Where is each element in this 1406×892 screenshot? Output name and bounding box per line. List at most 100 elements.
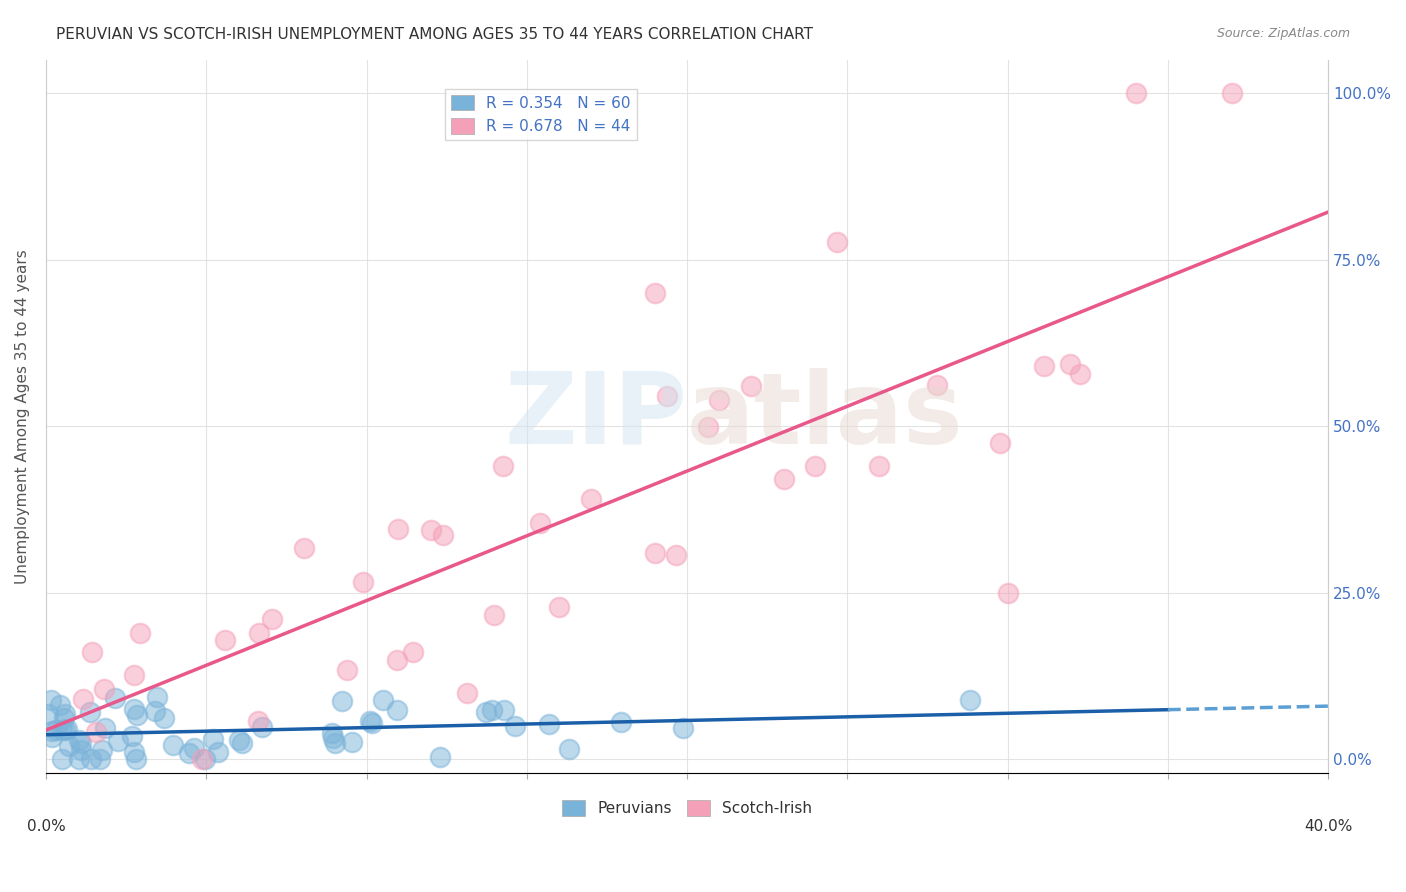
Point <box>37 706 59 721</box>
Point <box>39 693 62 707</box>
Point <box>529 516 551 531</box>
Point <box>385 653 408 667</box>
Point <box>697 420 720 434</box>
Point <box>80 752 103 766</box>
Text: Source: ZipAtlas.com: Source: ZipAtlas.com <box>1216 27 1350 40</box>
Point <box>70 742 93 756</box>
Point <box>214 633 236 648</box>
Point <box>740 379 762 393</box>
Point <box>336 664 359 678</box>
Point <box>672 722 695 736</box>
Point <box>53 723 76 738</box>
Point <box>429 749 451 764</box>
Point <box>707 392 730 407</box>
Point <box>484 607 506 622</box>
Point <box>988 435 1011 450</box>
Point <box>387 522 409 536</box>
Point <box>325 736 347 750</box>
Point <box>352 574 374 589</box>
Point <box>51 723 73 737</box>
Point <box>804 459 827 474</box>
Point <box>432 528 454 542</box>
Point <box>124 745 146 759</box>
Point <box>58 739 80 753</box>
Text: PERUVIAN VS SCOTCH-IRISH UNEMPLOYMENT AMONG AGES 35 TO 44 YEARS CORRELATION CHAR: PERUVIAN VS SCOTCH-IRISH UNEMPLOYMENT AM… <box>56 27 813 42</box>
Point <box>231 736 253 750</box>
Point <box>67 732 90 747</box>
Point <box>402 645 425 659</box>
Point <box>1220 86 1243 100</box>
Point <box>41 730 63 744</box>
Point <box>162 738 184 752</box>
Point <box>1059 357 1081 371</box>
Point <box>49 698 72 712</box>
Point <box>610 714 633 729</box>
Point <box>55 707 77 722</box>
Point <box>322 731 344 745</box>
Point <box>90 742 112 756</box>
Point <box>121 729 143 743</box>
Point <box>644 546 666 560</box>
Point <box>93 721 115 735</box>
Point <box>194 752 217 766</box>
Point <box>250 719 273 733</box>
Point <box>959 693 981 707</box>
Text: 0.0%: 0.0% <box>27 819 65 834</box>
Point <box>41 724 63 739</box>
Point <box>70 736 93 750</box>
Point <box>143 704 166 718</box>
Point <box>492 703 515 717</box>
Point <box>927 378 949 392</box>
Point <box>122 668 145 682</box>
Point <box>80 645 103 659</box>
Point <box>475 705 498 719</box>
Point <box>107 733 129 747</box>
Point <box>84 724 107 739</box>
Point <box>128 625 150 640</box>
Point <box>93 681 115 696</box>
Point <box>207 745 229 759</box>
Point <box>361 716 384 731</box>
Point <box>52 711 75 725</box>
Point <box>72 692 94 706</box>
Point <box>644 285 666 300</box>
Point <box>125 707 148 722</box>
Point <box>190 752 212 766</box>
Point <box>67 752 90 766</box>
Point <box>104 690 127 705</box>
Point <box>558 742 581 756</box>
Point <box>537 716 560 731</box>
Point <box>321 726 343 740</box>
Point <box>246 714 269 729</box>
Y-axis label: Unemployment Among Ages 35 to 44 years: Unemployment Among Ages 35 to 44 years <box>15 249 30 583</box>
Text: 40.0%: 40.0% <box>1303 819 1353 834</box>
Point <box>89 752 111 766</box>
Point <box>247 625 270 640</box>
Point <box>997 586 1019 600</box>
Point <box>202 732 225 747</box>
Point <box>579 492 602 507</box>
Point <box>228 732 250 747</box>
Point <box>825 235 848 249</box>
Point <box>51 752 73 766</box>
Point <box>1032 359 1054 374</box>
Point <box>122 702 145 716</box>
Point <box>153 711 176 725</box>
Point <box>548 599 571 614</box>
Legend: Peruvians, Scotch-Irish: Peruvians, Scotch-Irish <box>555 794 818 822</box>
Point <box>183 741 205 756</box>
Text: ZIP: ZIP <box>505 368 688 465</box>
Point <box>772 472 794 486</box>
Point <box>292 541 315 556</box>
Point <box>56 723 79 737</box>
Point <box>655 389 678 403</box>
Point <box>371 693 394 707</box>
Point <box>79 706 101 720</box>
Point <box>420 523 443 537</box>
Point <box>262 612 284 626</box>
Point <box>125 752 148 766</box>
Point <box>177 746 200 760</box>
Point <box>342 735 364 749</box>
Point <box>385 702 408 716</box>
Point <box>45 723 67 737</box>
